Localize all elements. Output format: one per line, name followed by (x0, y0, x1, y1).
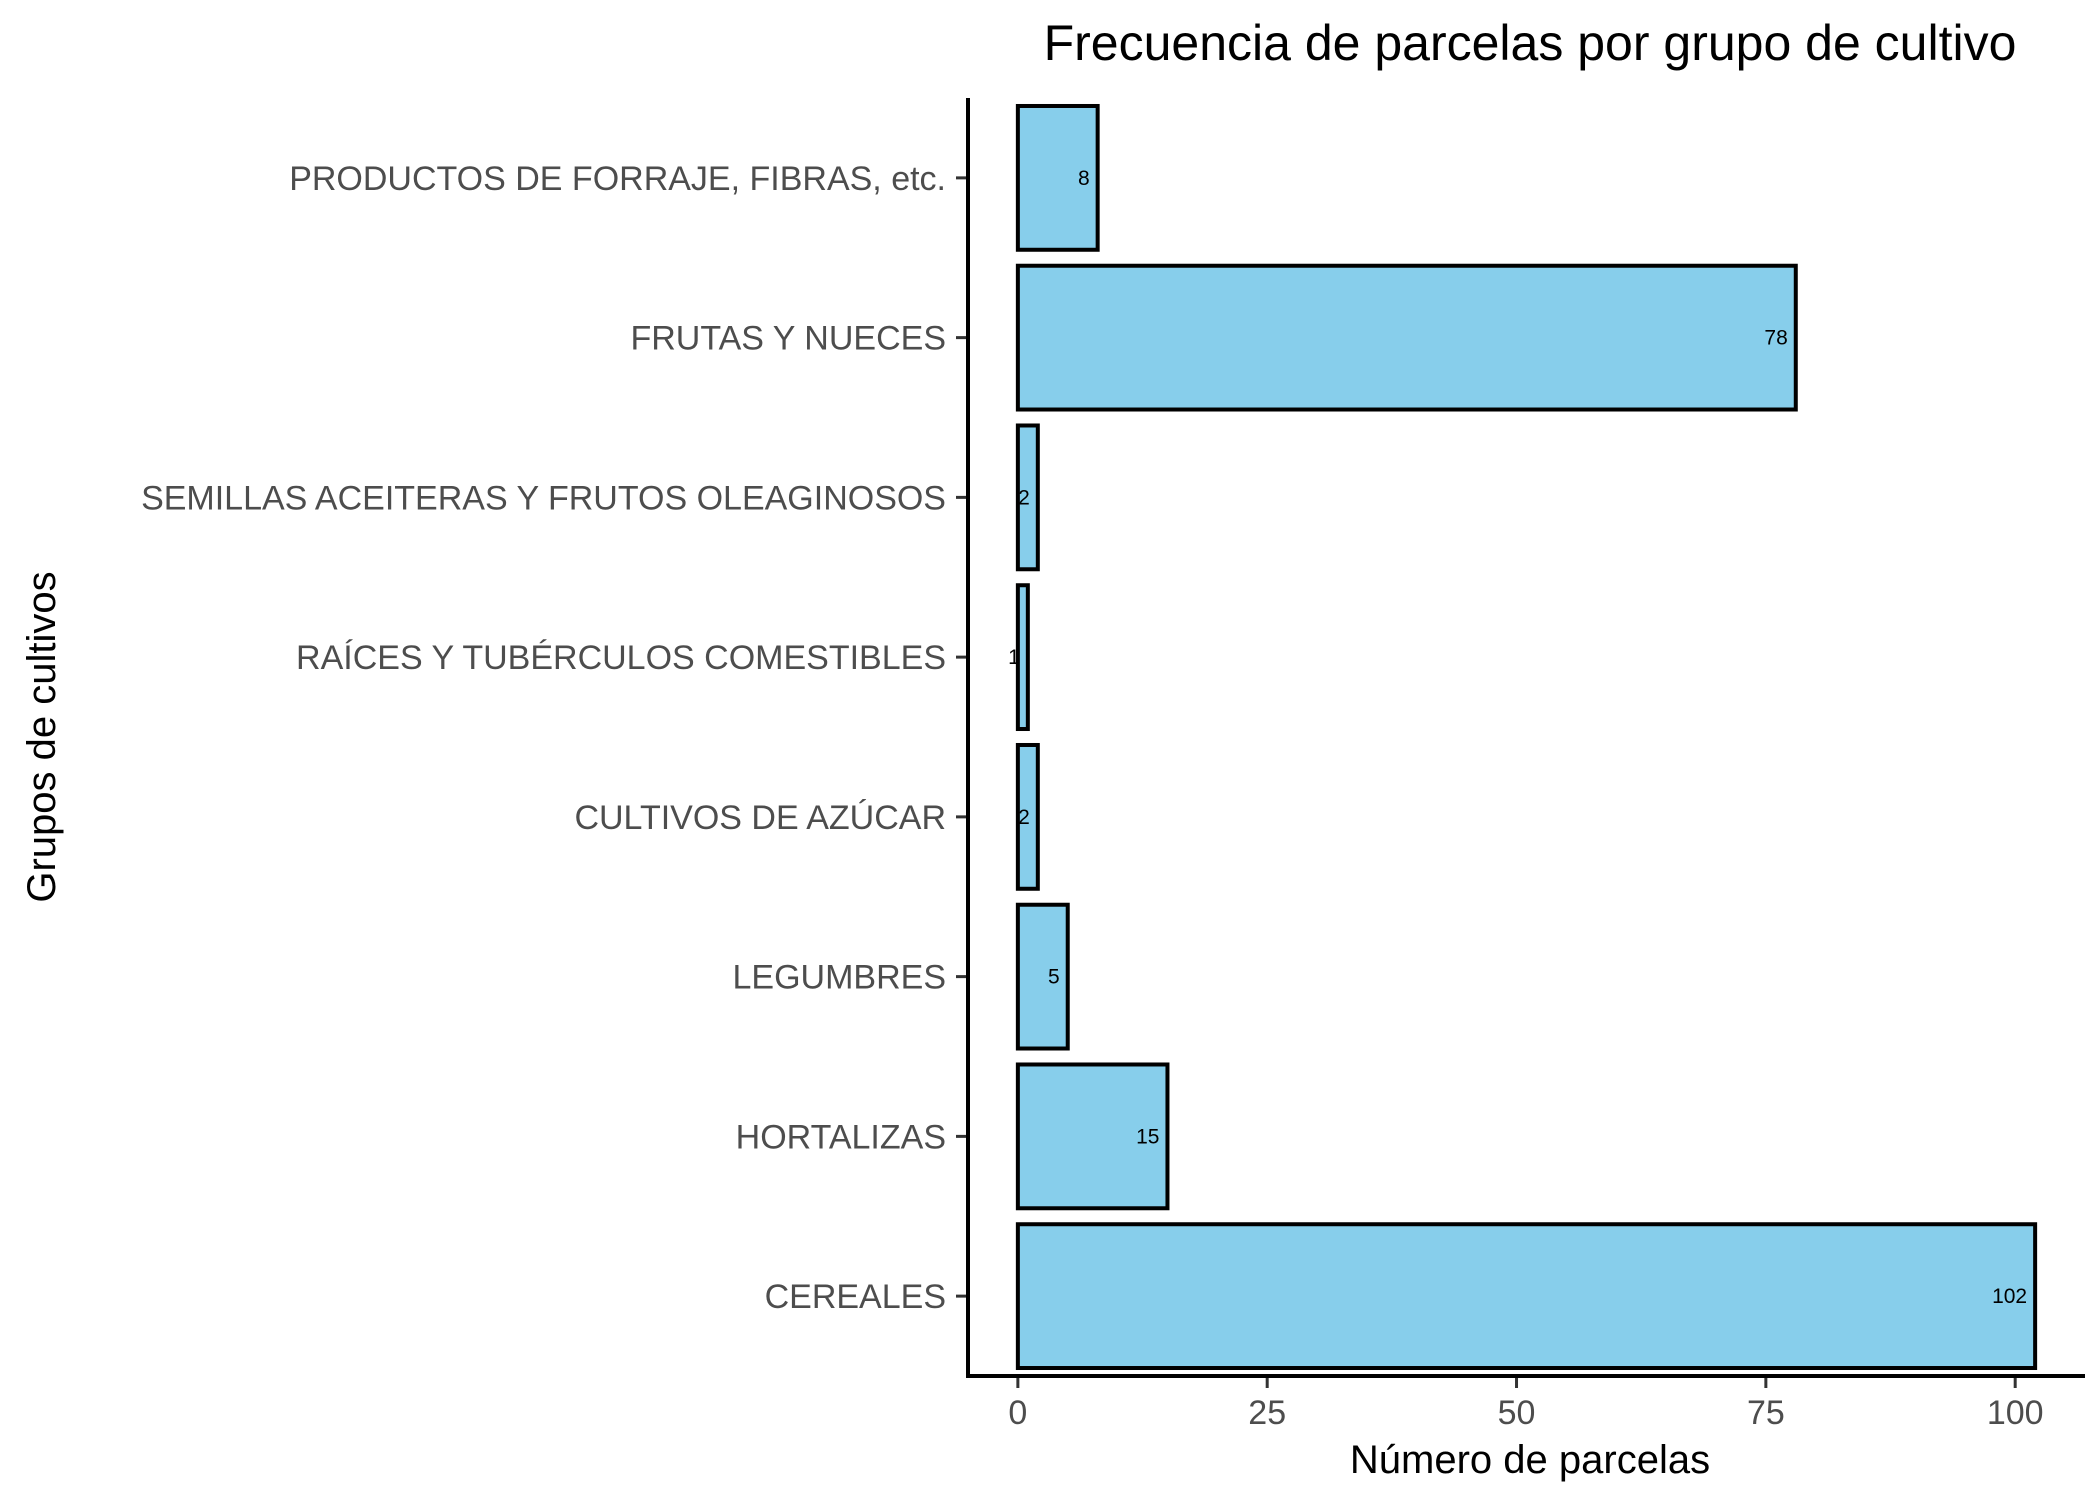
data-labels: 8 78 2 1 2 5 15 102 (1008, 167, 2027, 1308)
category-label-7: CEREALES (765, 1278, 946, 1316)
data-label-4: 2 (1018, 806, 1030, 829)
y-axis-title: Grupos de cultivos (20, 571, 64, 902)
x-tick-label-3: 75 (1747, 1394, 1785, 1432)
chart-title: Frecuencia de parcelas por grupo de cult… (1044, 15, 2017, 71)
bar-7 (1015, 1222, 2038, 1371)
bar-5 (1015, 902, 1070, 1051)
x-tick-label-2: 50 (1498, 1394, 1536, 1432)
category-label-2: SEMILLAS ACEITERAS Y FRUTOS OLEAGINOSOS (141, 479, 946, 517)
x-axis-title: Número de parcelas (1350, 1438, 1710, 1482)
data-label-0: 8 (1078, 167, 1090, 190)
data-label-5: 5 (1048, 966, 1060, 989)
bar-3 (1015, 583, 1030, 732)
category-label-4: CULTIVOS DE AZÚCAR (574, 799, 946, 837)
x-tick-label-4: 100 (1987, 1394, 2044, 1432)
category-label-0: PRODUCTOS DE FORRAJE, FIBRAS, etc. (289, 160, 946, 198)
x-ticks: 0 25 50 75 100 (1008, 1376, 2044, 1432)
x-tick-label-1: 25 (1248, 1394, 1286, 1432)
bar-1 (1015, 263, 1798, 412)
category-label-6: HORTALIZAS (736, 1118, 946, 1156)
bar-6 (1015, 1062, 1170, 1211)
bar-2 (1015, 423, 1040, 572)
data-label-2: 2 (1018, 486, 1030, 509)
data-label-6: 15 (1136, 1125, 1159, 1148)
category-label-5: LEGUMBRES (733, 959, 947, 997)
category-label-1: FRUTAS Y NUECES (630, 320, 946, 358)
data-label-3: 1 (1008, 646, 1020, 669)
bars-group (1015, 103, 2038, 1371)
bar-0 (1015, 103, 1100, 252)
data-label-1: 78 (1764, 327, 1787, 350)
data-label-7: 102 (1992, 1285, 2027, 1308)
category-label-3: RAÍCES Y TUBÉRCULOS COMESTIBLES (296, 639, 946, 677)
bar-4 (1015, 742, 1040, 891)
category-labels: PRODUCTOS DE FORRAJE, FIBRAS, etc. FRUTAS… (141, 160, 946, 1316)
x-tick-label-0: 0 (1008, 1394, 1027, 1432)
